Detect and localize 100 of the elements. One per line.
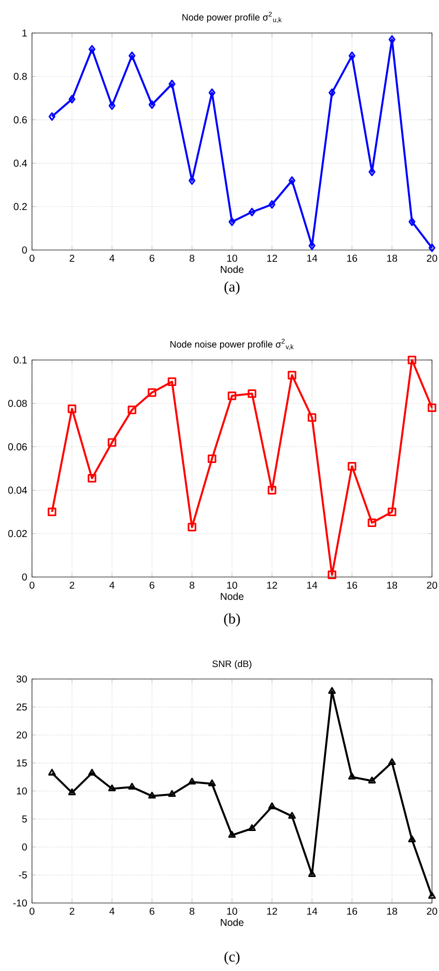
y-tick-label: 0.02 (8, 530, 27, 538)
point (168, 377, 176, 386)
x-tick-label: 10 (227, 582, 238, 589)
x-tick-label: 16 (347, 254, 358, 262)
y-tick-label: 20 (16, 731, 27, 739)
x-tick-label: 12 (267, 582, 278, 589)
x-tick-label: 4 (109, 908, 114, 915)
point (328, 88, 336, 97)
text: (b) (224, 613, 240, 627)
x-tick-label: 18 (387, 582, 398, 589)
point (168, 80, 176, 88)
point (88, 45, 96, 54)
point (288, 370, 296, 380)
x-tick-label: 6 (150, 254, 154, 262)
point (228, 392, 236, 400)
point (408, 356, 416, 364)
point (108, 101, 116, 110)
point (268, 486, 276, 494)
x-axis-title: Node (220, 918, 244, 926)
point (248, 208, 256, 216)
y-tick-label: 0.2 (14, 203, 27, 210)
x-tick-label: 16 (347, 908, 358, 915)
point (68, 404, 76, 414)
point (308, 870, 316, 877)
y-tick-label: 0.08 (8, 400, 27, 407)
point (168, 790, 176, 797)
point (308, 413, 316, 422)
chart-title: SNR (dB) (212, 660, 252, 669)
point (388, 35, 396, 44)
x-tick-label: 10 (227, 254, 238, 262)
point (348, 772, 356, 780)
point (408, 835, 416, 842)
point (328, 570, 336, 580)
point (148, 100, 156, 109)
x-tick-label: 14 (307, 582, 318, 589)
point (348, 52, 356, 60)
x-tick-label: 0 (30, 908, 34, 915)
point (248, 824, 256, 832)
y-tick-label: -5 (18, 872, 27, 878)
x-tick-label: 14 (307, 908, 318, 915)
point (368, 776, 376, 784)
y-tick-label: 0.06 (8, 443, 27, 450)
y-tick-label: 1 (22, 30, 27, 36)
point (348, 462, 356, 471)
x-tick-label: 6 (150, 908, 154, 915)
point (328, 687, 336, 694)
y-tick-label: 25 (16, 703, 27, 711)
point (388, 758, 396, 765)
point (88, 474, 96, 483)
text: (c) (224, 951, 240, 965)
x-tick-label: 12 (267, 908, 278, 915)
y-tick-label: 5 (22, 816, 27, 822)
point (148, 388, 156, 397)
point (108, 784, 116, 792)
x-axis-title: Node (220, 266, 244, 273)
text: (a) (224, 281, 240, 295)
y-tick-label: -10 (13, 899, 27, 907)
point (68, 94, 76, 104)
x-tick-label: 12 (267, 254, 278, 262)
x-tick-label: 8 (190, 254, 194, 262)
x-tick-label: 14 (307, 254, 318, 262)
y-tick-label: 0 (22, 843, 27, 851)
x-tick-label: 4 (109, 254, 114, 262)
x-axis-title: Node (220, 592, 244, 600)
y-tick-label: 0 (22, 246, 27, 254)
point (248, 389, 256, 398)
point (208, 779, 216, 786)
point (188, 778, 196, 785)
x-tick-label: 20 (426, 254, 438, 262)
y-tick-label: 0.6 (14, 116, 27, 124)
y-tick-label: 0.4 (14, 160, 27, 167)
x-tick-label: 2 (70, 582, 74, 589)
x-tick-label: 0 (30, 254, 34, 262)
point (128, 406, 136, 414)
x-tick-label: 0 (30, 582, 34, 589)
x-tick-label: 8 (190, 908, 194, 915)
point (388, 508, 396, 516)
x-tick-label: 16 (347, 582, 358, 589)
x-tick-label: 20 (426, 582, 438, 589)
point (68, 788, 76, 796)
y-tick-label: 10 (16, 787, 27, 795)
point (108, 438, 116, 447)
point (228, 830, 236, 838)
x-tick-label: 4 (109, 582, 114, 589)
point (128, 782, 136, 790)
y-tick-label: 0.1 (14, 356, 27, 364)
point (268, 802, 276, 810)
point (208, 454, 216, 463)
point (228, 218, 236, 226)
x-tick-label: 2 (70, 908, 74, 915)
x-tick-label: 10 (227, 908, 238, 915)
point (408, 218, 416, 226)
point (128, 52, 136, 60)
point (88, 768, 96, 776)
y-tick-label: 0.04 (8, 486, 27, 494)
point (288, 812, 296, 819)
y-tick-label: 0.8 (14, 72, 27, 80)
y-tick-label: 30 (16, 675, 27, 683)
x-tick-label: 2 (70, 254, 74, 262)
y-tick-label: 15 (16, 760, 27, 766)
